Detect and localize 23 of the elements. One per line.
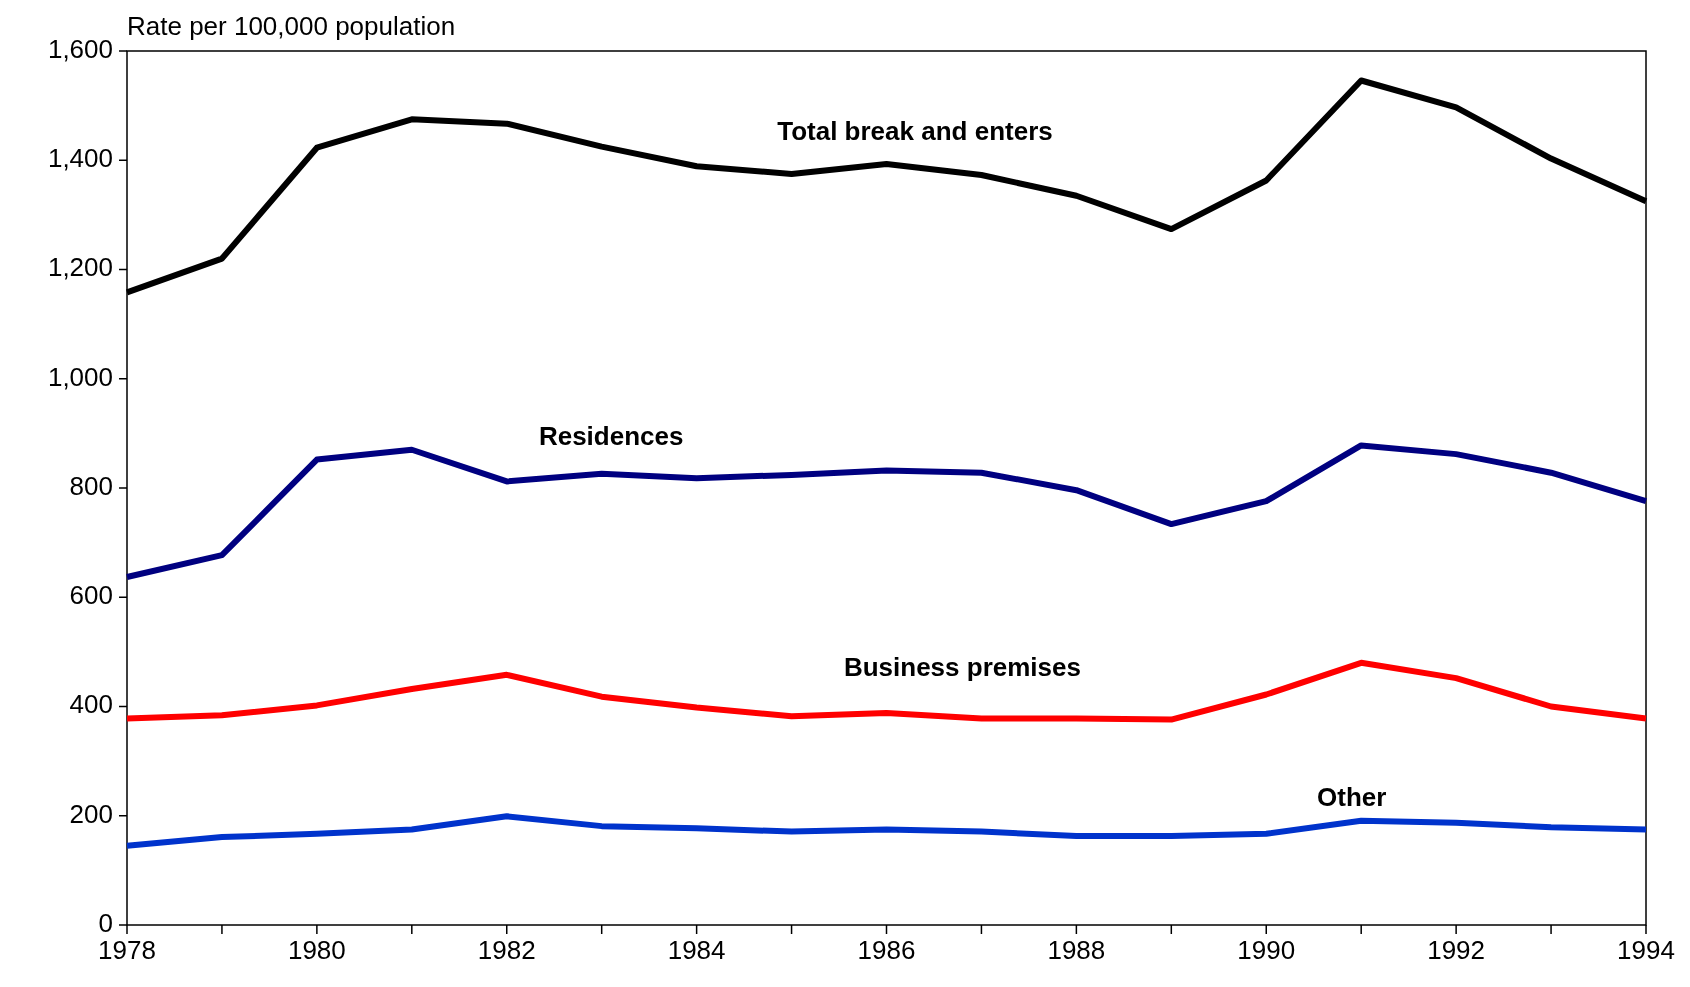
x-tick-label: 1984 xyxy=(667,935,726,965)
x-tick-label: 1986 xyxy=(857,935,916,965)
x-tick-label: 1982 xyxy=(477,935,536,965)
y-tick-label: 400 xyxy=(69,689,113,720)
series-label: Residences xyxy=(538,421,684,452)
y-tick-label: 1,400 xyxy=(47,143,113,174)
series-label: Total break and enters xyxy=(777,116,1053,147)
y-tick-label: 600 xyxy=(69,580,113,611)
x-tick-label: 1992 xyxy=(1427,935,1486,965)
y-tick-label: 1,200 xyxy=(47,252,113,283)
x-tick-label: 1978 xyxy=(98,935,156,965)
series-label: Business premises xyxy=(843,652,1081,683)
y-tick-label: 800 xyxy=(69,470,113,501)
x-tick-label: 1994 xyxy=(1617,935,1675,965)
series-label: Other xyxy=(1317,781,1387,812)
y-tick-label: 1,000 xyxy=(47,361,113,392)
x-tick-label: 1988 xyxy=(1047,935,1106,965)
y-tick-label: 0 xyxy=(98,907,113,938)
y-tick-label: 1,600 xyxy=(47,33,113,64)
x-tick-label: 1990 xyxy=(1237,935,1296,965)
y-tick-label: 200 xyxy=(69,798,113,829)
x-tick-label: 1980 xyxy=(287,935,346,965)
y-axis-title: Rate per 100,000 population xyxy=(127,11,456,41)
